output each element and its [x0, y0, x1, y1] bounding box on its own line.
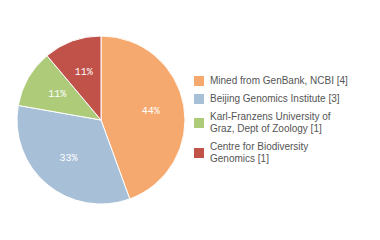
svg-text:44%: 44%: [142, 106, 160, 117]
svg-text:33%: 33%: [60, 153, 78, 164]
svg-text:11%: 11%: [48, 89, 66, 100]
svg-text:11%: 11%: [75, 67, 93, 78]
html-text:Centre for Biodiversity Genomi: Centre for Biodiversity Genomics [1]: [210, 141, 309, 164]
html-text:Beijing Genomics Institute [3]: Beijing Genomics Institute [3]: [210, 93, 340, 104]
html-text:Karl-Franzens University of Gr: Karl-Franzens University of Graz, Dept o…: [210, 111, 331, 134]
html-text:Mined from GenBank, NCBI [4]: Mined from GenBank, NCBI [4]: [210, 75, 348, 86]
